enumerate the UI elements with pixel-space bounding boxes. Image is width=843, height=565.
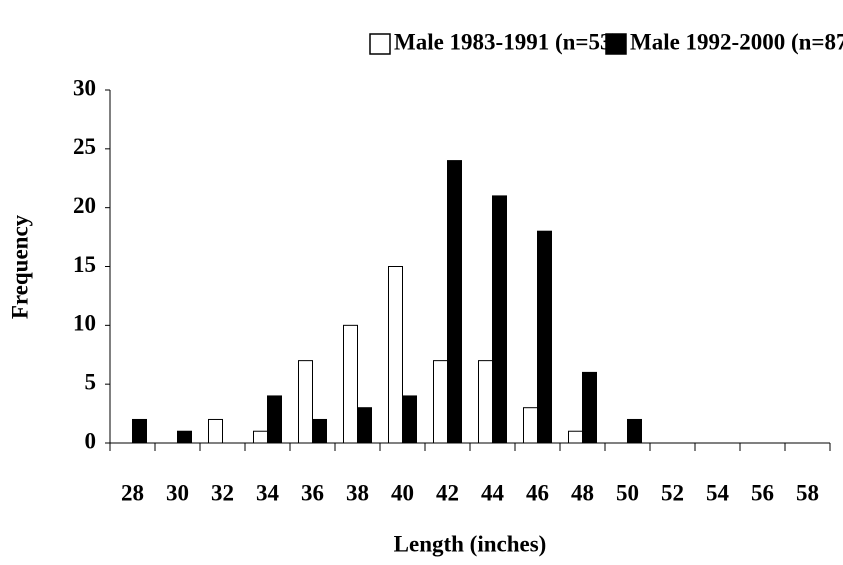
- x-tick-label: 36: [301, 480, 324, 505]
- x-tick-label: 38: [346, 480, 369, 505]
- bar: [537, 230, 552, 444]
- bar: [447, 160, 462, 444]
- legend-swatch: [605, 33, 627, 55]
- bar: [568, 430, 583, 444]
- bar: [357, 407, 372, 444]
- bar: [582, 371, 597, 444]
- x-tick-label: 40: [391, 480, 414, 505]
- y-tick-label: 0: [85, 428, 97, 453]
- x-tick-label: 32: [211, 480, 234, 505]
- bar: [433, 360, 448, 444]
- bar: [267, 395, 282, 444]
- legend-swatch: [369, 33, 391, 55]
- x-tick-label: 52: [661, 480, 684, 505]
- y-tick-label: 20: [73, 193, 96, 218]
- x-axis-label: Length (inches): [394, 531, 547, 556]
- y-tick-label: 10: [73, 311, 96, 336]
- x-tick-label: 28: [121, 480, 144, 505]
- bar: [298, 360, 313, 444]
- bar: [388, 266, 403, 444]
- y-tick-label: 15: [73, 252, 96, 277]
- bar: [523, 407, 538, 444]
- bar: [627, 418, 642, 444]
- x-tick-label: 30: [166, 480, 189, 505]
- x-tick-label: 34: [256, 480, 280, 505]
- x-tick-label: 48: [571, 480, 594, 505]
- legend-label: Male 1983-1991 (n=53): [394, 29, 619, 54]
- bar: [402, 395, 417, 444]
- x-tick-label: 42: [436, 480, 459, 505]
- x-tick-label: 54: [706, 480, 730, 505]
- bar: [177, 430, 192, 444]
- y-tick-label: 25: [73, 134, 96, 159]
- bar: [208, 418, 223, 444]
- y-axis-label: Frequency: [7, 214, 32, 319]
- y-tick-label: 5: [85, 369, 97, 394]
- bar: [312, 418, 327, 444]
- x-tick-label: 58: [796, 480, 819, 505]
- x-tick-label: 56: [751, 480, 774, 505]
- legend-label: Male 1992-2000 (n=87): [630, 29, 843, 54]
- x-tick-label: 46: [526, 480, 549, 505]
- bar: [478, 360, 493, 444]
- bar: [343, 324, 358, 444]
- y-tick-label: 30: [73, 75, 96, 100]
- x-tick-label: 50: [616, 480, 639, 505]
- bar: [492, 195, 507, 444]
- bar: [132, 418, 147, 444]
- bar: [253, 430, 268, 444]
- x-tick-label: 44: [481, 480, 505, 505]
